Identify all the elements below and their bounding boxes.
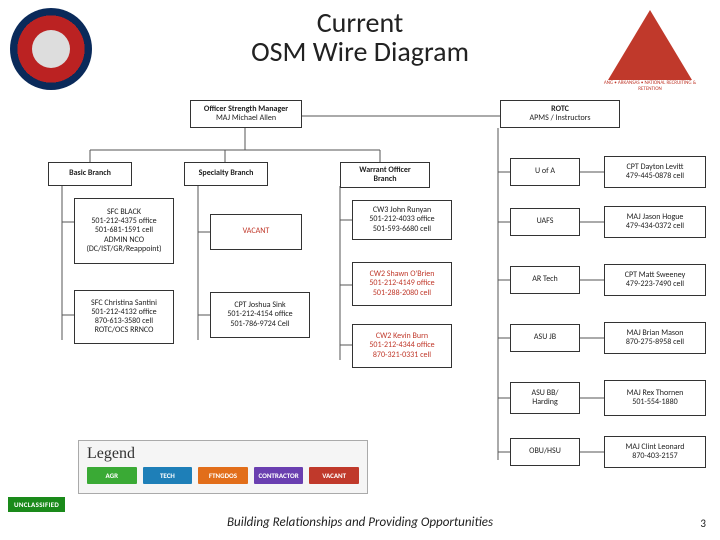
recruiting-badge-text: ANG • ARKANSAS • NATIONAL RECRUITING & R… [600,80,700,92]
school-uofa: U of A [510,158,580,186]
basic-child-1: SFC BLACK 501-212-4375 office 501-681-15… [74,198,174,264]
specialty-branch-label: Specialty Branch [188,169,264,178]
person-uafs: MAJ Jason Hogue 479-434-0372 cell [604,206,706,238]
page-number: 3 [700,517,706,530]
basic-child-2: SFC Christina Santini 501-212-4132 offic… [74,290,174,344]
legend-panel: Legend AGR TECH FTNGDOS CONTRACTOR VACANT [78,440,368,494]
legend-title: Legend [87,445,359,463]
rotc-sub: APMS / Instructors [504,114,616,123]
legend-row: AGR TECH FTNGDOS CONTRACTOR VACANT [87,467,359,484]
legend-chip-ftngdos: FTNGDOS [198,467,248,484]
page-title: Current OSM Wire Diagram [0,8,720,67]
rotc-box: ROTC APMS / Instructors [500,100,620,128]
osm-box: Officer Strength Manager MAJ Michael All… [190,100,302,128]
legend-chip-vacant: VACANT [309,467,359,484]
person-asujb: MAJ Brian Mason 870-275-8958 cell [604,322,706,354]
person-uofa: CPT Dayton Levitt 479-445-0878 cell [604,156,706,188]
title-line-1: Current [0,8,720,37]
warrant-child-2: CW2 Shawn O'Brien 501-212-4149 office 50… [352,262,452,306]
warrant-branch-label: Warrant Officer Branch [344,166,426,184]
warrant-child-1: CW3 John Runyan 501-212-4033 office 501-… [352,200,452,240]
basic-branch-label: Basic Branch [52,169,128,178]
legend-chip-contractor: CONTRACTOR [254,467,304,484]
person-artech: CPT Matt Sweeney 479-223-7490 cell [604,264,706,296]
classification-badge: UNCLASSIFIED [8,497,65,512]
osm-name: MAJ Michael Allen [194,114,298,123]
person-asubb: MAJ Rex Thornen 501-554-1880 [604,380,706,416]
title-line-2: OSM Wire Diagram [0,37,720,66]
school-uafs: UAFS [510,208,580,236]
school-asujb: ASU JB [510,324,580,352]
school-obu: OBU/HSU [510,438,580,466]
specialty-child-1: VACANT [210,214,302,250]
legend-chip-agr: AGR [87,467,137,484]
specialty-child-2: CPT Joshua Sink 501-212-4154 office 501-… [210,292,310,338]
footer-tagline: Building Relationships and Providing Opp… [0,515,720,530]
warrant-branch-box: Warrant Officer Branch [340,162,430,188]
specialty-branch-box: Specialty Branch [184,162,268,186]
legend-chip-tech: TECH [143,467,193,484]
warrant-child-3: CW2 Kevin Burn 501-212-4344 office 870-3… [352,324,452,368]
basic-branch-box: Basic Branch [48,162,132,186]
school-artech: AR Tech [510,266,580,294]
person-obu: MAJ Clint Leonard 870-403-2157 [604,436,706,468]
school-asubb: ASU BB/ Harding [510,382,580,414]
